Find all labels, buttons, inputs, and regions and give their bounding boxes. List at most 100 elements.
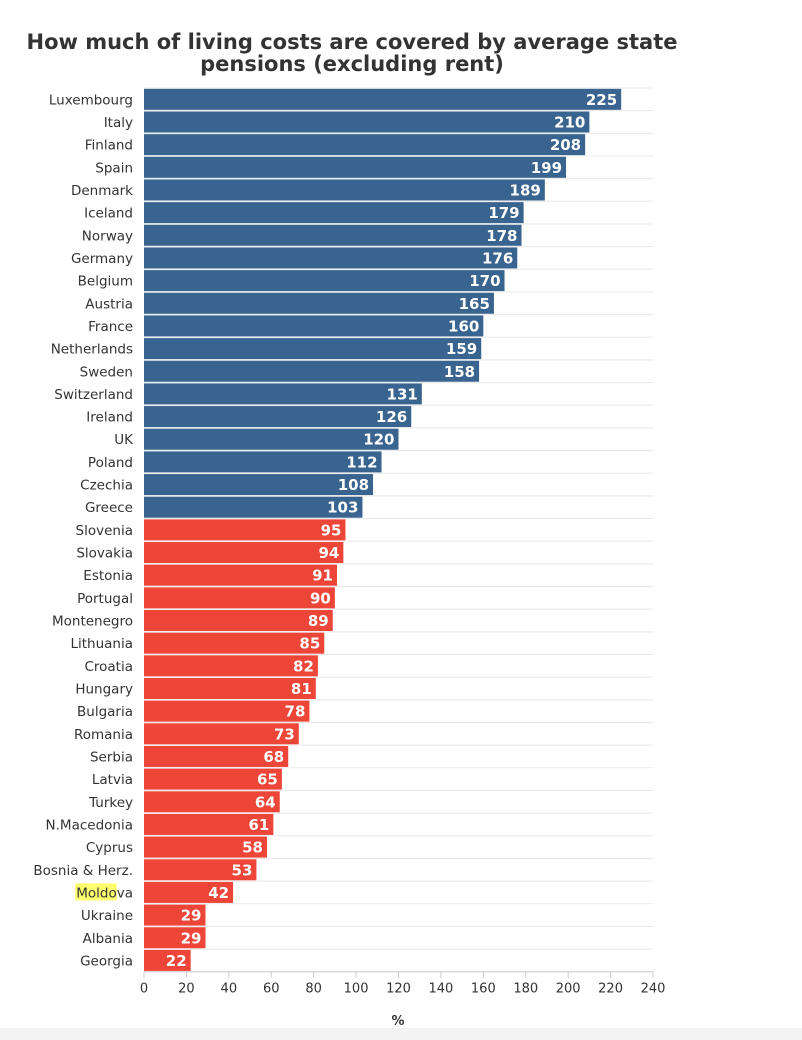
- gridlines: [144, 87, 653, 973]
- label-highlight: [75, 883, 117, 901]
- category-label: Luxembourg: [49, 92, 133, 108]
- bar-value-label: 103: [327, 499, 358, 517]
- category-label: Lithuania: [70, 636, 133, 652]
- category-label: Germany: [71, 251, 133, 267]
- bar-value-label: 189: [510, 181, 541, 199]
- x-tick-label: 100: [344, 982, 369, 997]
- category-label: Bosnia & Herz.: [33, 863, 133, 879]
- bar: [144, 677, 316, 699]
- bar: [144, 428, 399, 450]
- category-label: N.Macedonia: [46, 817, 133, 833]
- highlight-layer: [75, 883, 117, 901]
- bar: [144, 451, 382, 473]
- chart-title-line-2: pensions (excluding rent): [200, 52, 504, 76]
- x-tick-label: 180: [513, 982, 538, 997]
- bar-value-label: 108: [338, 476, 369, 494]
- bar: [144, 360, 480, 382]
- bar-value-label: 120: [363, 431, 394, 449]
- category-label: Poland: [88, 455, 133, 471]
- x-tick-label: 80: [305, 982, 322, 997]
- bar: [144, 202, 524, 224]
- x-tick-label: 20: [178, 982, 195, 997]
- category-label: Georgia: [80, 953, 133, 969]
- x-tick-label: 0: [140, 982, 148, 997]
- category-labels: Luxembourg Italy Finland Spain Denmark Icelan…: [33, 92, 134, 969]
- bar-value-label: 158: [444, 363, 475, 381]
- bar: [144, 723, 299, 745]
- bar-value-label: 160: [448, 317, 479, 335]
- bar-value-label: 225: [586, 91, 617, 109]
- category-label: Denmark: [71, 183, 133, 199]
- bar-value-label: 159: [446, 340, 477, 358]
- bar-value-label: 65: [257, 771, 278, 789]
- category-label: Moldova: [76, 885, 133, 901]
- category-label: Hungary: [75, 681, 133, 697]
- x-tick-label: 60: [263, 982, 280, 997]
- bar-value-label: 176: [482, 249, 513, 267]
- bar: [144, 836, 268, 858]
- bar: [144, 881, 234, 903]
- category-label: Serbia: [90, 749, 133, 765]
- bar-value-label: 78: [285, 703, 306, 721]
- bar: [144, 383, 422, 405]
- category-label: Netherlands: [51, 342, 133, 358]
- category-label: Norway: [82, 228, 133, 244]
- bar-value-label: 95: [321, 521, 342, 539]
- bar: [144, 134, 586, 156]
- category-label: Ireland: [86, 410, 133, 426]
- category-label: Portugal: [77, 591, 133, 607]
- bar: [144, 406, 412, 428]
- bar: [144, 587, 335, 609]
- bar-value-label: 90: [310, 589, 331, 607]
- bars: [144, 88, 622, 971]
- bar-value-label: 91: [312, 567, 333, 585]
- category-label: Slovenia: [76, 523, 133, 539]
- x-tick-label: 220: [598, 982, 623, 997]
- x-tick-label: 40: [221, 982, 238, 997]
- bar: [144, 496, 363, 518]
- category-label: Turkey: [88, 795, 133, 811]
- x-tick-label: 120: [386, 982, 411, 997]
- x-tick-label: 160: [471, 982, 496, 997]
- category-label: Latvia: [92, 772, 133, 788]
- bar-value-label: 42: [208, 884, 229, 902]
- x-tick-label: 200: [556, 982, 581, 997]
- chart-title-line-1: How much of living costs are covered by …: [27, 30, 678, 54]
- category-label: Ukraine: [81, 908, 133, 924]
- bar-value-label: 179: [488, 204, 519, 222]
- category-label: Albania: [83, 931, 133, 947]
- bar: [144, 700, 310, 722]
- category-label: Croatia: [84, 659, 133, 675]
- bar: [144, 338, 482, 360]
- bar-value-label: 64: [255, 793, 276, 811]
- category-label: Montenegro: [52, 614, 133, 630]
- bar: [144, 859, 257, 881]
- bar-value-label: 208: [550, 136, 581, 154]
- category-label: France: [88, 319, 133, 335]
- bar-value-label: 89: [308, 612, 329, 630]
- category-label: Romania: [74, 727, 133, 743]
- x-axis: 0 20 40 60 80 100 120 140 160 180 200 220 240: [140, 971, 665, 997]
- bar: [144, 745, 289, 767]
- bar: [144, 632, 325, 654]
- bar: [144, 768, 282, 790]
- bar: [144, 315, 484, 337]
- bar-value-label: 22: [166, 952, 187, 970]
- bar: [144, 179, 545, 201]
- bar-value-label: 81: [291, 680, 312, 698]
- category-label: Switzerland: [54, 387, 133, 403]
- bar-value-label: 85: [299, 635, 320, 653]
- bar: [144, 564, 337, 586]
- bar-value-label: 126: [376, 408, 407, 426]
- bar: [144, 111, 590, 133]
- bar-value-label: 29: [181, 907, 202, 925]
- bar-value-label: 58: [242, 839, 263, 857]
- bar: [144, 270, 505, 292]
- bar: [144, 813, 274, 835]
- bar: [144, 904, 206, 926]
- bar: [144, 610, 333, 632]
- category-label: Finland: [85, 138, 133, 154]
- bar: [144, 519, 346, 541]
